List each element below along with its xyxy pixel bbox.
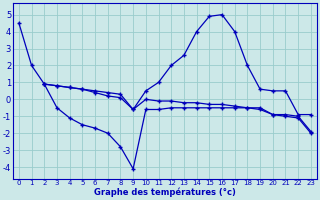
X-axis label: Graphe des températures (°c): Graphe des températures (°c) [94, 188, 236, 197]
